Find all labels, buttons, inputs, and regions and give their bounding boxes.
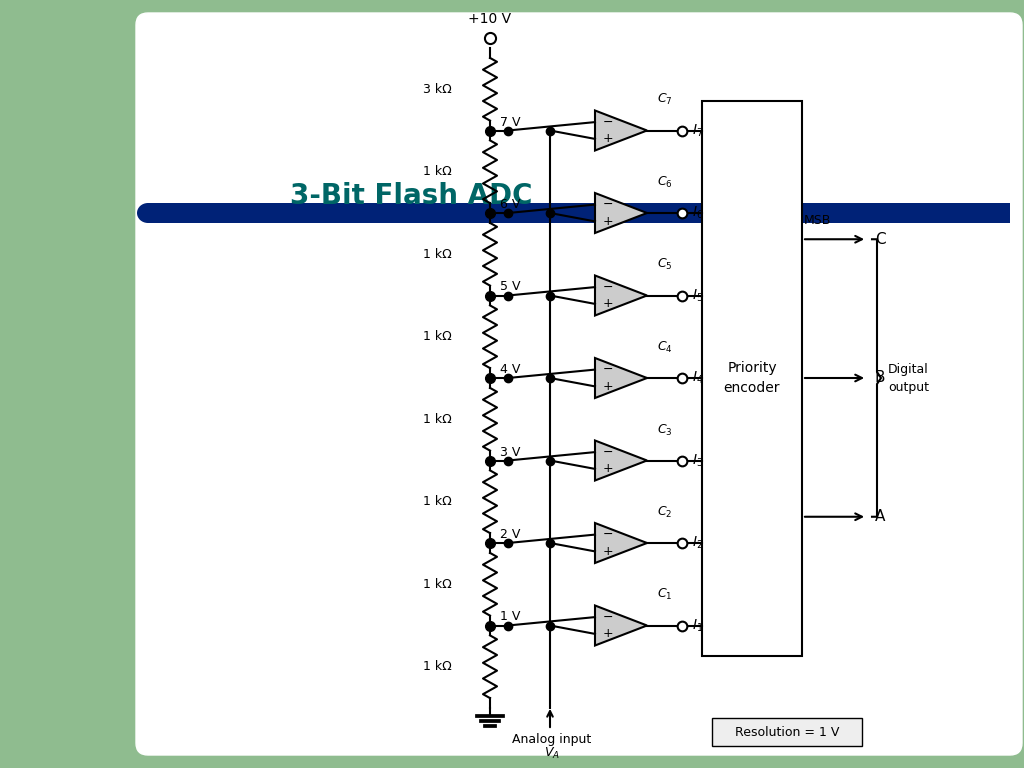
Text: +: + — [603, 545, 613, 558]
Text: $V_A$: $V_A$ — [544, 746, 560, 761]
Text: +: + — [603, 627, 613, 641]
Text: 1 kΩ: 1 kΩ — [423, 412, 452, 425]
Text: 3-Bit Flash ADC: 3-Bit Flash ADC — [290, 182, 532, 210]
Text: −: − — [603, 198, 613, 211]
Text: $C_{7}$: $C_{7}$ — [657, 92, 673, 108]
Bar — [712, 718, 862, 746]
Text: $C_{3}$: $C_{3}$ — [657, 422, 673, 438]
Text: 1 kΩ: 1 kΩ — [423, 330, 452, 343]
Text: 5 V: 5 V — [500, 280, 520, 293]
Polygon shape — [595, 523, 647, 563]
Text: $C_{4}$: $C_{4}$ — [657, 340, 673, 355]
Text: $I_{1}$: $I_{1}$ — [692, 617, 703, 634]
Text: 1 V: 1 V — [500, 611, 520, 624]
Polygon shape — [595, 111, 647, 151]
Bar — [148, 203, 1010, 223]
Text: +: + — [603, 462, 613, 475]
Text: Priority
encoder: Priority encoder — [724, 361, 780, 396]
Ellipse shape — [137, 203, 159, 223]
Text: 2 V: 2 V — [500, 528, 520, 541]
Text: 7 V: 7 V — [500, 115, 520, 128]
Text: +: + — [603, 380, 613, 393]
Text: +: + — [603, 215, 613, 228]
Text: $I_{5}$: $I_{5}$ — [692, 287, 703, 303]
Text: $I_{4}$: $I_{4}$ — [692, 370, 703, 386]
Text: Analog input: Analog input — [512, 733, 592, 746]
Text: −: − — [603, 280, 613, 293]
Text: +: + — [603, 297, 613, 310]
Text: −: − — [603, 445, 613, 458]
Text: MSB: MSB — [804, 214, 831, 227]
Text: $C_{2}$: $C_{2}$ — [657, 505, 673, 520]
Text: 3 V: 3 V — [500, 445, 520, 458]
Text: 1 kΩ: 1 kΩ — [423, 165, 452, 178]
Polygon shape — [595, 441, 647, 481]
Text: A: A — [874, 509, 886, 525]
Text: 6 V: 6 V — [500, 198, 520, 211]
Text: $I_{7}$: $I_{7}$ — [692, 122, 703, 139]
Bar — [702, 101, 802, 656]
FancyBboxPatch shape — [136, 13, 1022, 755]
Text: +: + — [603, 132, 613, 145]
Text: Resolution = 1 V: Resolution = 1 V — [735, 726, 840, 739]
Text: 3 kΩ: 3 kΩ — [423, 83, 452, 96]
Text: $I_{2}$: $I_{2}$ — [692, 535, 703, 551]
Text: −: − — [603, 611, 613, 624]
Text: −: − — [603, 363, 613, 376]
Polygon shape — [595, 358, 647, 398]
Text: 1 kΩ: 1 kΩ — [423, 578, 452, 591]
Polygon shape — [595, 193, 647, 233]
Text: $I_{6}$: $I_{6}$ — [692, 205, 703, 221]
Text: $C_{5}$: $C_{5}$ — [657, 257, 673, 273]
Text: 4 V: 4 V — [500, 363, 520, 376]
Text: B: B — [874, 370, 886, 386]
Text: $C_{1}$: $C_{1}$ — [657, 588, 673, 603]
Text: +10 V: +10 V — [468, 12, 512, 26]
Text: C: C — [874, 232, 886, 247]
Polygon shape — [595, 276, 647, 316]
Text: −: − — [603, 116, 613, 128]
Text: 1 kΩ: 1 kΩ — [423, 660, 452, 674]
Text: $I_{3}$: $I_{3}$ — [692, 452, 703, 468]
Text: 1 kΩ: 1 kΩ — [423, 248, 452, 261]
Text: −: − — [603, 528, 613, 541]
Polygon shape — [595, 605, 647, 645]
Text: Digital
output: Digital output — [888, 362, 929, 393]
Text: 1 kΩ: 1 kΩ — [423, 495, 452, 508]
Text: $C_{6}$: $C_{6}$ — [657, 175, 673, 190]
